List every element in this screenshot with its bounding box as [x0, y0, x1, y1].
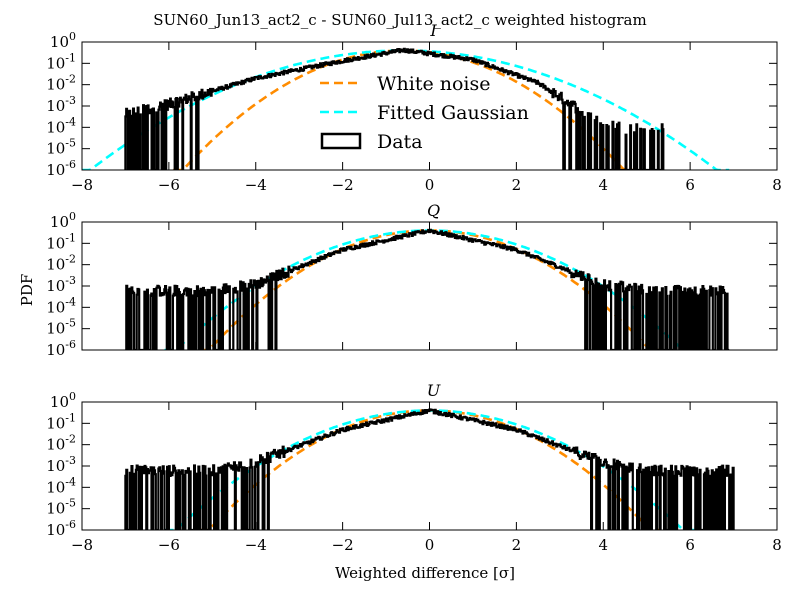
panel-title-2: U — [427, 381, 441, 400]
legend-label: Data — [377, 131, 423, 153]
x-tick-label: 0 — [425, 176, 435, 194]
y-tick-label: 10-5 — [46, 497, 76, 518]
x-tick-label: −2 — [332, 536, 354, 554]
y-tick-label: 10-4 — [46, 115, 76, 136]
x-tick-label: −4 — [245, 536, 267, 554]
x-tick-label: −6 — [158, 536, 180, 554]
y-tick-label: 10-1 — [46, 411, 76, 432]
y-tick-label: 100 — [50, 210, 76, 231]
y-tick-label: 10-6 — [46, 338, 76, 359]
x-tick-label: 6 — [685, 176, 695, 194]
x-tick-label: −4 — [245, 176, 267, 194]
y-tick-label: 10-1 — [46, 231, 76, 252]
x-tick-label: −2 — [332, 176, 354, 194]
panel-title-0: I — [429, 21, 437, 40]
y-tick-label: 10-5 — [46, 317, 76, 338]
x-tick-label: 8 — [772, 536, 782, 554]
y-tick-label: 10-3 — [46, 454, 76, 475]
legend-label: White noise — [377, 73, 491, 95]
panel-title-1: Q — [427, 201, 440, 220]
x-axis-label: Weighted difference [σ] — [335, 564, 515, 582]
x-tick-label: 4 — [598, 536, 608, 554]
y-axis-label: PDF — [18, 274, 36, 307]
y-tick-label: 100 — [50, 30, 76, 51]
panel-0: −8 −6 −4 −2 0 2 4 6 8 10-610-510-410-310-210-1100… — [46, 21, 782, 194]
x-tick-label: 0 — [425, 536, 435, 554]
y-tick-label: 10-2 — [46, 253, 76, 274]
legend-swatch-data — [320, 132, 362, 150]
legend-label: Fitted Gaussian — [377, 102, 529, 124]
legend: White noise Fitted Gaussian Data — [320, 73, 529, 153]
y-tick-label: 10-2 — [46, 433, 76, 454]
x-tick-label: 8 — [772, 176, 782, 194]
y-tick-label: 100 — [50, 390, 76, 411]
x-tick-label: 6 — [685, 536, 695, 554]
panel-2: −8 −6 −4 −2 0 2 4 6 8 10-610-510-410-310-210-1100… — [46, 381, 782, 554]
x-tick-label: −8 — [71, 176, 93, 194]
x-tick-label: −6 — [158, 176, 180, 194]
y-tick-label: 10-5 — [46, 137, 76, 158]
y-tick-label: 10-6 — [46, 518, 76, 539]
panels-group: −8 −6 −4 −2 0 2 4 6 810-610-510-410-310-210-1100… — [46, 21, 782, 554]
x-tick-label: −8 — [71, 536, 93, 554]
series-data-histogram-0 — [124, 47, 665, 170]
x-tick-label: 4 — [598, 176, 608, 194]
y-tick-label: 10-1 — [46, 51, 76, 72]
x-tick-label: 2 — [512, 536, 522, 554]
y-tick-label: 10-6 — [46, 158, 76, 179]
y-tick-label: 10-3 — [46, 274, 76, 295]
figure-title: SUN60_Jun13_act2_c - SUN60_Jul13_act2_c … — [153, 11, 646, 29]
y-tick-label: 10-2 — [46, 73, 76, 94]
plot-area-1 — [125, 228, 730, 350]
y-tick-label: 10-4 — [46, 295, 76, 316]
y-tick-label: 10-3 — [46, 94, 76, 115]
plot-area-0 — [82, 47, 730, 170]
series-data-histogram-1 — [125, 228, 730, 350]
x-tick-label: 2 — [512, 176, 522, 194]
y-tick-label: 10-4 — [46, 475, 76, 496]
